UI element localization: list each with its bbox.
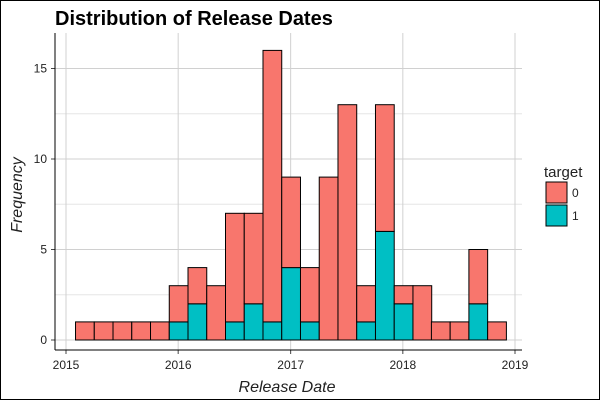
bar-target-0 <box>168 285 189 323</box>
x-tick-label: 2019 <box>502 358 529 372</box>
bar-target-0 <box>150 321 170 341</box>
legend-title: target <box>544 164 583 181</box>
bar-target-1 <box>225 321 245 341</box>
bar-target-1 <box>468 303 489 341</box>
y-tick-label: 0 <box>40 333 47 347</box>
bar-target-0 <box>337 104 358 341</box>
legend-swatch-0 <box>545 181 568 204</box>
y-axis-label: Frequency <box>9 156 26 233</box>
y-tick-label: 15 <box>34 62 48 76</box>
bar-target-1 <box>299 321 320 341</box>
x-tick-label: 2016 <box>165 358 192 372</box>
bar-target-1 <box>356 321 376 341</box>
y-axis-ticks: 0 5 10 15 <box>34 33 56 350</box>
legend-label-0: 0 <box>572 186 579 200</box>
bar-target-1 <box>168 321 189 341</box>
y-tick-label: 5 <box>40 243 47 257</box>
bar-target-1 <box>243 303 264 341</box>
bar-target-0 <box>262 49 283 323</box>
bar-target-0 <box>225 212 245 323</box>
bar-target-1 <box>393 303 414 341</box>
y-tick-label: 10 <box>34 152 48 166</box>
bar-target-0 <box>374 104 395 232</box>
bar-target-0 <box>299 267 320 323</box>
x-tick-label: 2018 <box>389 358 416 372</box>
bar-target-1 <box>281 267 301 341</box>
bar-target-0 <box>243 212 264 305</box>
legend: target 0 1 <box>544 164 583 227</box>
bar-target-0 <box>449 321 470 341</box>
legend-swatch-1 <box>545 204 568 227</box>
x-axis-ticks: 2015 2016 2017 2018 2019 <box>53 349 529 372</box>
x-tick-label: 2017 <box>277 358 304 372</box>
bar-target-0 <box>187 267 208 305</box>
bar-target-0 <box>318 176 339 341</box>
bar-target-0 <box>112 321 133 341</box>
bar-target-0 <box>206 285 227 341</box>
bar-target-0 <box>430 321 451 341</box>
legend-label-1: 1 <box>572 209 579 223</box>
bar-target-1 <box>374 230 395 341</box>
x-tick-label: 2015 <box>53 358 80 372</box>
bar-target-1 <box>187 303 208 341</box>
bar-target-0 <box>393 285 414 305</box>
chart-title: Distribution of Release Dates <box>55 8 333 30</box>
bar-target-0 <box>75 321 95 341</box>
bar-target-0 <box>356 285 376 323</box>
bar-target-0 <box>468 249 489 305</box>
bar-target-0 <box>93 321 114 341</box>
bar-target-0 <box>131 321 152 341</box>
bar-target-0 <box>281 176 301 269</box>
bar-target-1 <box>262 321 283 341</box>
bar-target-0 <box>487 321 507 341</box>
bar-target-0 <box>412 285 433 341</box>
bars <box>75 49 507 341</box>
x-axis-label: Release Date <box>239 379 336 396</box>
